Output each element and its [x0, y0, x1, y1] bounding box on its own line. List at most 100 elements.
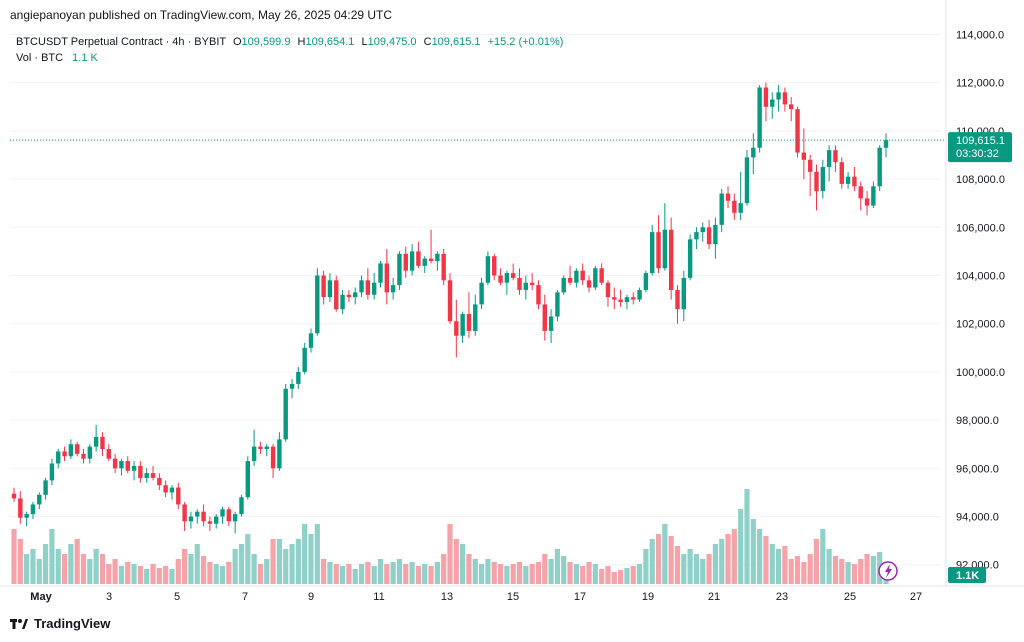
high-value: 109,654.1 [305, 36, 355, 48]
candlestick-chart[interactable]: 92,000.094,000.096,000.098,000.0100,000.… [0, 0, 1024, 612]
candle [239, 494, 244, 517]
volume-bar [693, 554, 700, 584]
volume-bar [42, 544, 49, 584]
candle [877, 145, 882, 192]
change-value: +15.2 (+0.01%) [487, 36, 564, 48]
volume-bar [409, 562, 415, 584]
candle [11, 487, 17, 503]
tradingview-brand[interactable]: TradingView [10, 616, 110, 631]
price-tick-label: 98,000.0 [956, 415, 999, 427]
candle [226, 506, 232, 527]
candle [308, 328, 314, 353]
candle [195, 509, 200, 524]
price-tick-label: 106,000.0 [956, 222, 1005, 234]
volume-bar [580, 566, 586, 584]
volume-bar [24, 554, 30, 584]
volume-bar [74, 539, 80, 584]
candle [479, 277, 484, 310]
volume-bar [80, 554, 87, 584]
volume-value: 1.1 K [72, 52, 98, 64]
volume-bar [434, 562, 440, 584]
last-price-value: 109,615.1 [956, 135, 1005, 147]
volume-bar [327, 562, 333, 584]
candle [157, 473, 162, 490]
candle [460, 311, 465, 343]
candle [605, 280, 611, 307]
candle [390, 277, 396, 300]
candle [662, 203, 668, 271]
volume-bar [466, 554, 472, 584]
volume-bar [257, 564, 264, 584]
candle [883, 133, 889, 158]
candle [719, 188, 724, 233]
volume-bar [750, 519, 756, 584]
candle [283, 383, 288, 442]
volume-bar [794, 556, 801, 584]
chart-legend: BTCUSDT Perpetual Contract · 4h · BYBIT … [16, 34, 563, 66]
candle [612, 287, 617, 310]
candle [643, 270, 649, 293]
volume-bar [649, 539, 655, 584]
volume-bar [131, 564, 137, 584]
candle [289, 379, 295, 399]
tradingview-logo-icon [10, 618, 28, 630]
candle [574, 268, 579, 288]
volume-bar [706, 554, 712, 584]
candle [618, 289, 623, 307]
volume-bars [11, 489, 889, 584]
volume-bar [358, 564, 365, 584]
volume-bar [289, 544, 295, 584]
lightning-icon[interactable] [878, 561, 898, 581]
candle [176, 482, 181, 510]
volume-bar [510, 564, 516, 584]
candle [782, 87, 788, 112]
candle [428, 229, 434, 264]
candle [397, 251, 402, 290]
volume-bar [870, 556, 876, 584]
volume-bar [194, 544, 200, 584]
low-value: 109,475.0 [367, 36, 417, 48]
volume-bar [592, 564, 598, 584]
volume-bar [219, 566, 226, 584]
candle [264, 444, 269, 457]
candle [548, 309, 554, 343]
time-tick-label: May [30, 591, 52, 603]
volume-bar [668, 536, 674, 584]
time-tick-label: 5 [174, 591, 180, 603]
candle [277, 432, 282, 471]
volume-bar [719, 539, 725, 584]
candle [650, 224, 655, 276]
candle [138, 461, 143, 483]
volume-bar [403, 564, 409, 584]
volume-bar [371, 566, 377, 584]
price-tick-label: 114,000.0 [956, 29, 1004, 41]
candle [422, 256, 427, 274]
candle [852, 167, 857, 192]
candle [340, 289, 345, 315]
candle [637, 287, 642, 302]
candle [214, 514, 219, 529]
low-label: L [361, 36, 368, 48]
candle [504, 270, 510, 295]
volume-bar [339, 566, 346, 584]
candle [561, 275, 566, 295]
time-axis[interactable]: May 3 5 7 9 11 13 15 17 19 21 23 25 27 [0, 585, 1024, 603]
volume-bar [769, 544, 775, 584]
candle [131, 461, 137, 481]
candle [220, 506, 225, 524]
price-axis[interactable]: 92,000.094,000.096,000.098,000.0100,000.… [945, 0, 1005, 586]
volume-bar [264, 559, 270, 584]
candle [473, 294, 478, 336]
candle [510, 263, 516, 281]
volume-bar [561, 556, 567, 584]
candle [833, 145, 838, 172]
candle [845, 171, 851, 189]
volume-bar [112, 559, 118, 584]
volume-bar [428, 566, 434, 584]
candle [447, 273, 453, 324]
candle [24, 511, 29, 527]
bar-countdown: 03:30:32 [956, 148, 999, 160]
candle [763, 82, 769, 122]
volume-bar [548, 559, 554, 584]
candle [188, 511, 194, 529]
